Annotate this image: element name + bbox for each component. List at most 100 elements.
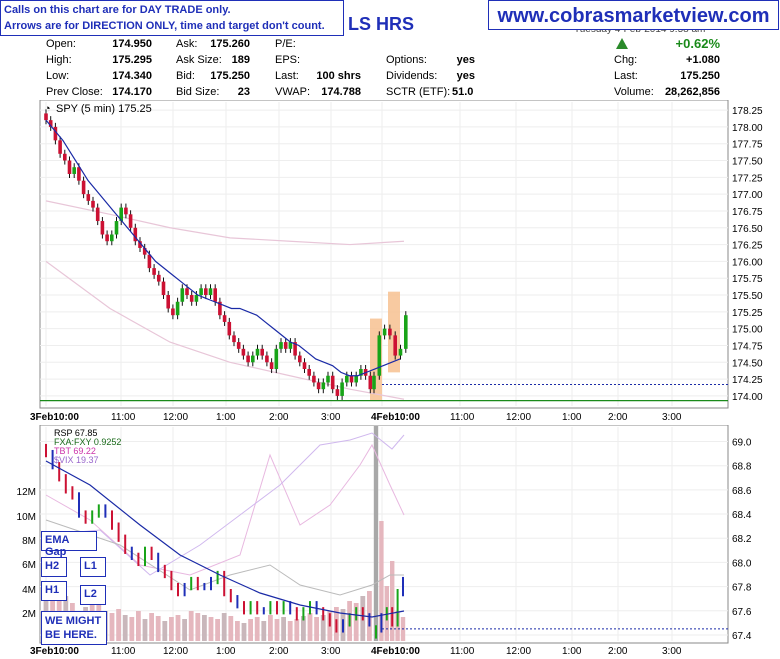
- rsp-y-tick-label: 68.8: [732, 462, 752, 473]
- rsp-volume-chart: 69.0 68.8 68.6 68.4 68.2 68.0 67.8 67.6 67.4 12M…: [17, 425, 752, 657]
- volume-bar: [208, 617, 214, 641]
- price-candle-body: [312, 375, 316, 383]
- price-candle-body: [279, 342, 283, 349]
- rsp-x-tick-label: 12:00: [163, 646, 188, 657]
- volume-bar: [142, 619, 148, 641]
- price-x-tick-label: 11:00: [450, 412, 475, 423]
- website-link[interactable]: www.cobrasmarketview.com: [488, 0, 779, 30]
- volume-bar: [155, 616, 161, 641]
- price-candle-body: [157, 274, 161, 282]
- price-candle-body: [53, 126, 58, 141]
- price-legend-icon: ◔: [44, 103, 51, 115]
- volume-bar: [268, 615, 273, 641]
- price-candle-body: [213, 288, 217, 302]
- ask-size-label: Ask Size:: [176, 54, 222, 66]
- pct-change-value: +0.62%: [675, 36, 720, 51]
- vwap-label: VWAP:: [275, 86, 311, 98]
- bid-size-value: 23: [237, 86, 250, 98]
- price-candle-body: [377, 335, 382, 376]
- volume-bar: [202, 615, 207, 641]
- price-candle-body: [345, 375, 349, 383]
- price-candle-body: [48, 120, 53, 127]
- price-x-tick-label: 2:00: [608, 412, 628, 423]
- high-label: High:: [46, 54, 72, 66]
- rsp-plot-frame: [39, 425, 729, 644]
- rsp-x-tick-label: 11:00: [111, 646, 136, 657]
- volume-bar: [228, 616, 234, 641]
- price-candle-body: [124, 207, 128, 215]
- price-ema: [45, 119, 401, 377]
- price-candle-body: [91, 200, 95, 208]
- price-candle-body: [100, 221, 105, 235]
- dividends-value: yes: [456, 70, 475, 82]
- price-candle-body: [147, 254, 152, 269]
- price-candle-body: [293, 342, 297, 356]
- price-candle-body: [161, 281, 166, 296]
- price-legend-text: SPY (5 min) 175.25: [56, 103, 152, 115]
- volume-bar: [195, 613, 201, 641]
- price-candle-body: [330, 375, 335, 390]
- envelope-upper-line: [45, 200, 405, 246]
- price-y-tick-label: 174.00: [732, 392, 763, 403]
- price-candle-body: [227, 321, 232, 336]
- h1-tag: H1: [41, 581, 67, 601]
- rsp-x-tick-label: 3:00: [321, 646, 341, 657]
- volume-bar: [274, 619, 280, 641]
- rsp-bars: [45, 443, 405, 639]
- day-trade-notice: Calls on this chart are for DAY TRADE on…: [0, 0, 344, 36]
- price-candle-body: [171, 308, 175, 316]
- last-shares-value: 100 shrs: [316, 70, 361, 82]
- price-y-tick-label: 175.25: [732, 308, 763, 319]
- last2-value: 175.250: [680, 70, 720, 82]
- volume-label: Volume:: [614, 86, 654, 98]
- price-candle-body: [274, 348, 279, 370]
- price-y-tick-label: 175.50: [732, 291, 763, 302]
- options-value: yes: [456, 54, 475, 66]
- price-y-tick-label: 175.75: [732, 274, 763, 285]
- volume-bar: [307, 613, 313, 641]
- volume-bar: [182, 619, 187, 641]
- price-candle-body: [372, 375, 376, 390]
- volume-value: 28,262,856: [664, 86, 720, 98]
- ask-size-value: 189: [231, 54, 250, 66]
- volume-bar: [261, 621, 267, 641]
- volume-bar: [122, 615, 128, 641]
- price-x-tick-label: 4Feb10:00: [371, 412, 420, 423]
- volume-bar: [175, 615, 181, 641]
- rsp-y-tick-label: 67.6: [732, 607, 752, 618]
- price-legend: ◔ SPY (5 min) 175.25: [44, 103, 152, 115]
- rsp-x-tick-label: 12:00: [506, 646, 531, 657]
- price-candle-body: [222, 315, 227, 322]
- volume-bar: [287, 621, 293, 641]
- last-label: Last:: [275, 70, 299, 82]
- price-x-tick-label: 11:00: [111, 412, 136, 423]
- ema-gap-tag: EMA Gap: [41, 531, 97, 558]
- rsp-x-tick-label: 3Feb10:00: [30, 646, 79, 657]
- price-x-tick-label: 1:00: [216, 412, 236, 423]
- volume-bar: [379, 521, 384, 641]
- rsp-y-tick-label: 69.0: [732, 438, 752, 449]
- price-candle-body: [260, 348, 264, 356]
- price-candle-body: [77, 167, 81, 181]
- price-x-tick-label: 1:00: [562, 412, 582, 423]
- sctr-label: SCTR (ETF):: [386, 86, 451, 98]
- l1-tag: L1: [80, 557, 106, 577]
- price-candle-body: [208, 288, 213, 296]
- volume-y-tick-label: 2M: [22, 609, 36, 620]
- price-y-tick-label: 176.25: [732, 241, 763, 252]
- volume-bar: [301, 616, 306, 641]
- price-y-tick-label: 174.50: [732, 358, 763, 369]
- rsp-x-tick-label: 11:00: [450, 646, 475, 657]
- volume-bar: [373, 426, 379, 641]
- price-candle-body: [359, 369, 363, 376]
- eps-label: EPS:: [275, 54, 301, 66]
- volume-bar: [314, 617, 319, 641]
- volume-bar: [390, 561, 395, 641]
- volume-bar: [116, 609, 121, 641]
- volume-y-tick-label: 6M: [22, 560, 36, 571]
- prev-close-value: 174.170: [112, 86, 152, 98]
- price-reference-lines: [40, 383, 728, 402]
- chart-title-fragment: LS HRS: [348, 14, 415, 34]
- volume-bar: [241, 623, 247, 641]
- volume-bar: [169, 617, 174, 641]
